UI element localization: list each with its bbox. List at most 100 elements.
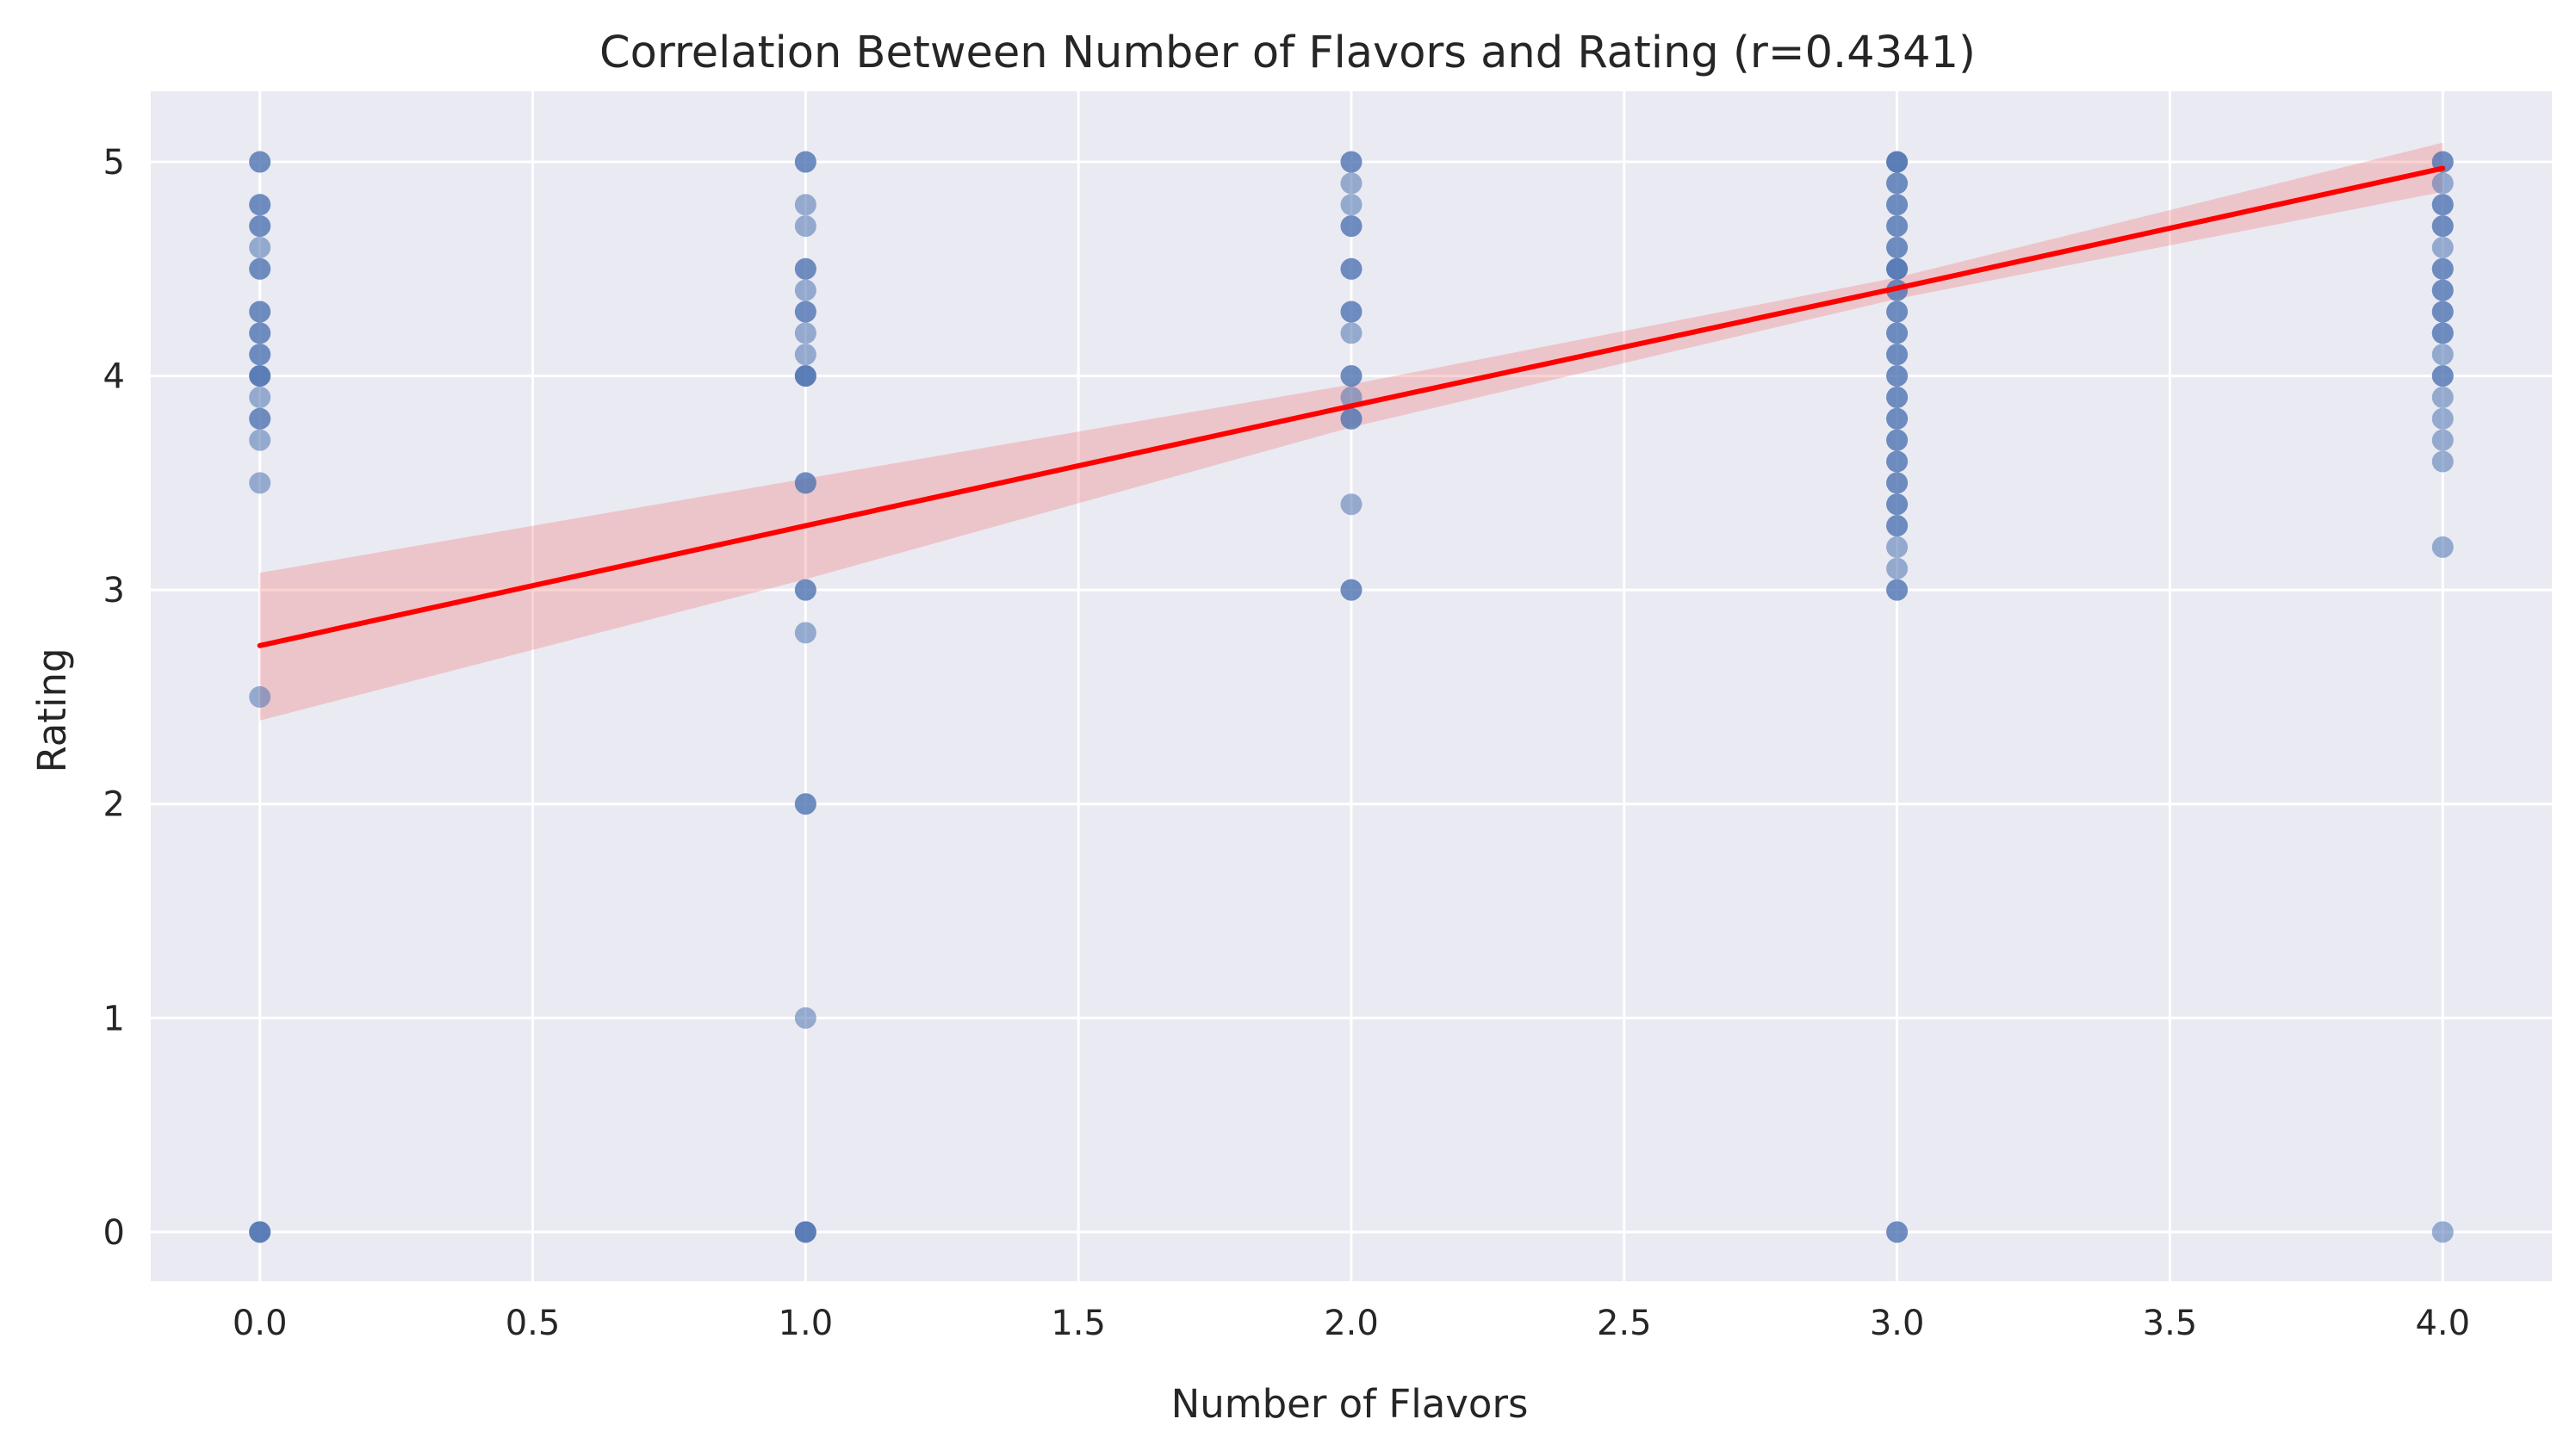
data-point: [1886, 301, 1909, 323]
data-point: [2431, 450, 2454, 473]
data-point: [794, 365, 816, 387]
data-point: [249, 685, 271, 708]
y-tick-label: 1: [103, 999, 125, 1038]
data-point: [1886, 386, 1909, 408]
data-point: [249, 301, 271, 323]
data-point: [1886, 151, 1909, 173]
data-point: [794, 1007, 816, 1029]
data-point: [1886, 322, 1909, 344]
data-point: [1886, 344, 1909, 366]
x-tick-label: 1.5: [1051, 1304, 1106, 1343]
data-point: [1340, 257, 1362, 280]
data-point: [1340, 579, 1362, 601]
data-point: [249, 151, 271, 173]
data-point: [2431, 386, 2454, 408]
data-point: [249, 215, 271, 238]
data-point: [1886, 215, 1909, 238]
data-point: [794, 472, 816, 494]
x-tick-label: 0.5: [506, 1304, 561, 1343]
data-points: [249, 151, 2454, 1243]
x-tick-label: 3.0: [1870, 1304, 1925, 1343]
x-tick-label: 3.5: [2143, 1304, 2198, 1343]
y-tick-label: 0: [103, 1213, 125, 1253]
data-point: [1886, 472, 1909, 494]
data-point: [249, 344, 271, 366]
data-point: [249, 1221, 271, 1243]
data-point: [2431, 429, 2454, 451]
x-tick-labels: 0.0 0.5 1.0 1.5 2.0 2.5 3.0 3.5 4.0: [233, 1304, 2470, 1343]
data-point: [1340, 172, 1362, 195]
data-point: [1340, 215, 1362, 238]
data-point: [1886, 172, 1909, 195]
data-point: [2431, 322, 2454, 344]
data-point: [1886, 365, 1909, 387]
data-point: [1886, 557, 1909, 579]
y-tick-label: 5: [103, 143, 125, 183]
data-point: [249, 472, 271, 494]
data-point: [249, 365, 271, 387]
data-point: [2431, 279, 2454, 301]
data-point: [1340, 365, 1362, 387]
data-point: [794, 322, 816, 344]
data-point: [1886, 429, 1909, 451]
data-point: [249, 236, 271, 258]
y-axis-label: Rating: [29, 648, 75, 772]
regression-line: [257, 165, 2446, 648]
data-point: [2431, 407, 2454, 430]
data-point: [794, 257, 816, 280]
y-tick-label: 2: [103, 785, 125, 825]
data-point: [794, 151, 816, 173]
data-point: [794, 1221, 816, 1243]
regression-line-group: [257, 165, 2446, 648]
y-tick-label: 4: [103, 357, 125, 397]
data-point: [1886, 1221, 1909, 1243]
data-point: [794, 301, 816, 323]
data-point: [794, 194, 816, 216]
data-point: [794, 579, 816, 601]
data-point: [1886, 536, 1909, 558]
data-point: [794, 344, 816, 366]
data-point: [794, 215, 816, 238]
data-point: [1886, 450, 1909, 473]
data-point: [1886, 236, 1909, 258]
data-point: [1340, 301, 1362, 323]
data-point: [2431, 236, 2454, 258]
data-point: [2431, 1221, 2454, 1243]
data-point: [2431, 301, 2454, 323]
data-point: [1340, 322, 1362, 344]
data-point: [1340, 407, 1362, 430]
y-tick-label: 3: [103, 571, 125, 610]
y-tick-labels: 0 1 2 3 4 5: [103, 143, 125, 1253]
x-tick-label: 2.5: [1597, 1304, 1652, 1343]
data-point: [1886, 257, 1909, 280]
data-point: [2431, 172, 2454, 195]
data-point: [1340, 493, 1362, 516]
data-point: [1886, 515, 1909, 537]
data-point: [1886, 579, 1909, 601]
data-point: [2431, 536, 2454, 558]
data-point: [2431, 194, 2454, 216]
data-point: [249, 257, 271, 280]
data-point: [249, 407, 271, 430]
data-point: [794, 793, 816, 815]
x-tick-label: 1.0: [779, 1304, 834, 1343]
x-tick-label: 4.0: [2415, 1304, 2470, 1343]
data-point: [249, 386, 271, 408]
data-point: [2431, 257, 2454, 280]
data-point: [2431, 344, 2454, 366]
data-point: [794, 622, 816, 644]
data-point: [1886, 493, 1909, 516]
data-point: [1340, 194, 1362, 216]
data-point: [249, 322, 271, 344]
x-axis-label: Number of Flavors: [1171, 1381, 1529, 1427]
x-tick-label: 2.0: [1324, 1304, 1379, 1343]
data-point: [2431, 365, 2454, 387]
data-point: [1886, 407, 1909, 430]
x-tick-label: 0.0: [233, 1304, 288, 1343]
data-point: [1886, 194, 1909, 216]
data-point: [249, 194, 271, 216]
data-point: [794, 279, 816, 301]
data-point: [1340, 151, 1362, 173]
